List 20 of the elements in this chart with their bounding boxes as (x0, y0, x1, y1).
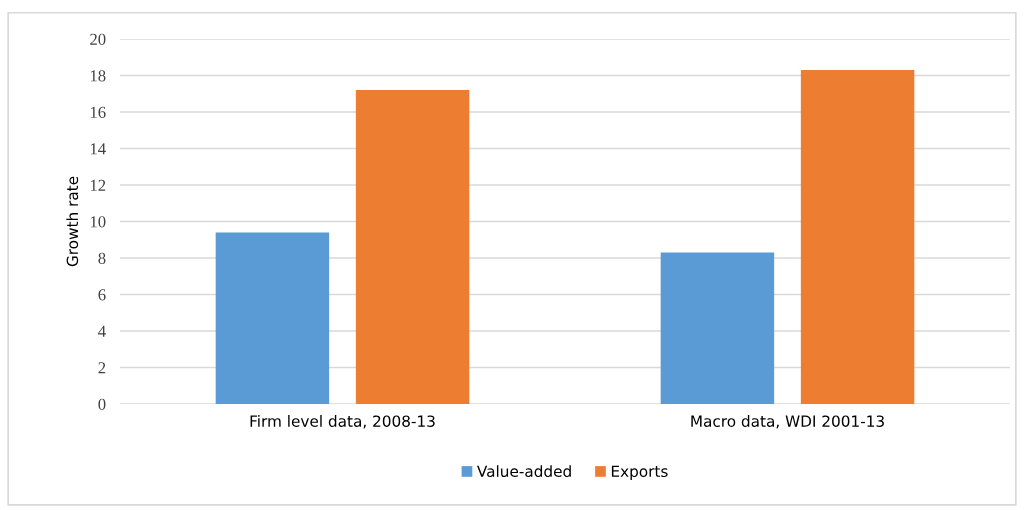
y-tick-label: 20 (90, 33, 106, 45)
bar (215, 232, 330, 404)
y-tick-label: 10 (90, 216, 106, 228)
y-axis-title: Growth rate (66, 176, 79, 267)
y-tick-label: 18 (90, 70, 106, 82)
y-tick-label: 14 (90, 143, 106, 155)
x-tick-label: Firm level data, 2008-13 (250, 415, 435, 429)
y-tick-label: 16 (90, 106, 106, 118)
x-tick-label: Macro data, WDI 2001-13 (691, 415, 884, 429)
legend-label: Value-added (477, 465, 571, 478)
y-tick-label: 2 (98, 362, 106, 374)
y-tick-label: 6 (98, 289, 106, 301)
bar (800, 70, 915, 404)
legend-label: Exports (611, 465, 668, 480)
y-tick-label: 8 (98, 252, 106, 264)
bar (355, 90, 470, 404)
bar (660, 252, 775, 404)
y-tick-label: 4 (98, 325, 106, 337)
y-tick-label: 0 (98, 398, 106, 410)
y-tick-label: 12 (90, 179, 106, 191)
